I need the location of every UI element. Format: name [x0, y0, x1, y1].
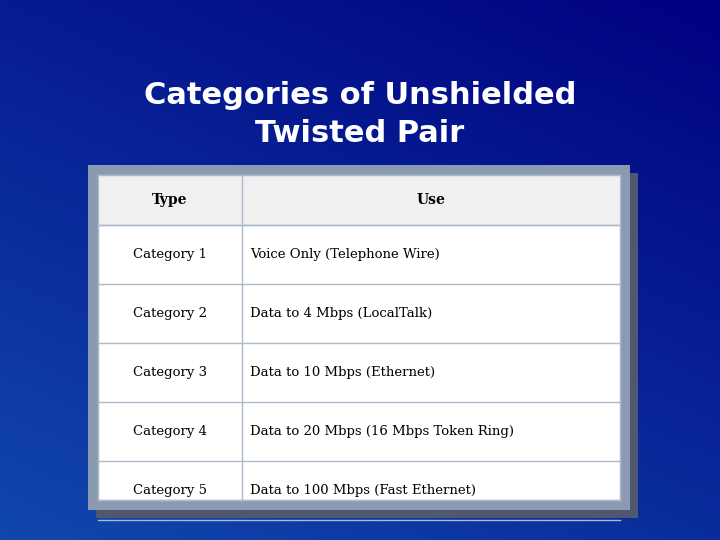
- Text: Type: Type: [152, 193, 188, 207]
- Bar: [98, 175, 620, 500]
- Text: Categories of Unshielded: Categories of Unshielded: [144, 80, 576, 110]
- Text: Use: Use: [416, 193, 445, 207]
- Text: Data to 100 Mbps (Fast Ethernet): Data to 100 Mbps (Fast Ethernet): [250, 484, 476, 497]
- Bar: [98, 175, 620, 225]
- Text: Category 5: Category 5: [132, 484, 207, 497]
- Text: Category 3: Category 3: [132, 366, 207, 379]
- Text: Category 4: Category 4: [132, 425, 207, 438]
- Text: Category 2: Category 2: [132, 307, 207, 320]
- Bar: [96, 173, 638, 518]
- Text: Voice Only (Telephone Wire): Voice Only (Telephone Wire): [250, 248, 439, 261]
- Text: Category 1: Category 1: [132, 248, 207, 261]
- Text: Data to 20 Mbps (16 Mbps Token Ring): Data to 20 Mbps (16 Mbps Token Ring): [250, 425, 513, 438]
- Text: Twisted Pair: Twisted Pair: [256, 118, 464, 147]
- Text: Data to 4 Mbps (LocalTalk): Data to 4 Mbps (LocalTalk): [250, 307, 432, 320]
- Bar: [88, 165, 630, 510]
- Text: Data to 10 Mbps (Ethernet): Data to 10 Mbps (Ethernet): [250, 366, 435, 379]
